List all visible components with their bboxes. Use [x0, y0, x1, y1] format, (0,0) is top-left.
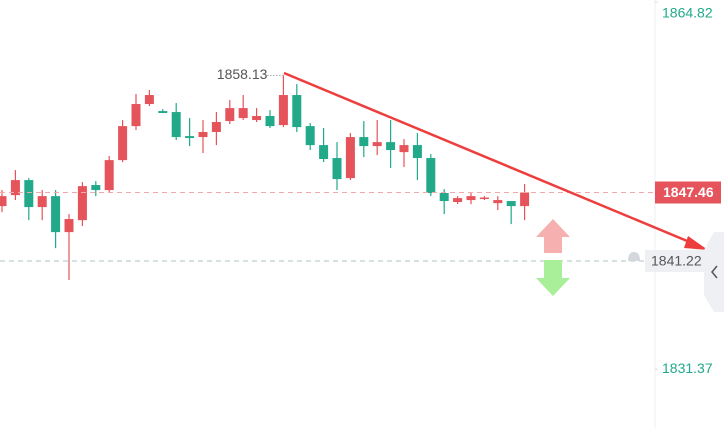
candle-body	[225, 108, 235, 122]
candle-body	[104, 160, 114, 191]
candle-body	[305, 126, 315, 146]
candle-body	[520, 192, 530, 207]
candle-body	[131, 104, 141, 127]
candle-body	[185, 136, 195, 139]
bell-icon[interactable]	[628, 252, 640, 261]
price-tag	[655, 181, 721, 204]
plot-area: 1864.82 1831.37 1841.22 1847.46 1858.13	[0, 1, 721, 376]
candle-body	[265, 115, 275, 127]
candle-body	[51, 196, 61, 233]
alert-label: 1841.22	[651, 253, 702, 269]
trend-line	[283, 71, 693, 245]
y-tick-label: 1864.82	[662, 5, 713, 21]
candle-body	[238, 108, 248, 119]
candle-body	[118, 126, 128, 161]
candle-body	[412, 145, 422, 159]
candle-body	[399, 145, 409, 153]
down-button[interactable]	[536, 260, 570, 296]
candle-body	[493, 200, 503, 204]
side-panel-toggle[interactable]	[704, 232, 724, 312]
candle-body	[332, 158, 342, 180]
candle-body	[64, 219, 74, 233]
alert-tag	[645, 249, 707, 272]
price-label: 1847.46	[663, 184, 714, 200]
high-annotation: 1858.13	[217, 66, 268, 82]
candle-body	[252, 115, 262, 121]
candle-body	[77, 186, 87, 221]
candle-body	[386, 142, 396, 151]
candle-body	[372, 142, 382, 147]
candle-body	[24, 180, 34, 208]
candle-body	[91, 185, 101, 191]
candle-body	[479, 197, 489, 200]
candle-body	[359, 137, 369, 147]
candle-body	[453, 198, 463, 203]
candle-body	[426, 158, 436, 194]
candle-body	[319, 145, 329, 160]
candle-body	[278, 95, 288, 126]
candle-body	[158, 111, 168, 114]
candle-body	[198, 132, 208, 138]
chevron-icon[interactable]	[711, 265, 718, 279]
candle-body	[10, 180, 20, 196]
y-tick-label: 1831.37	[662, 360, 713, 376]
candle-body	[439, 193, 449, 202]
trend-arrow	[684, 236, 708, 250]
candle-body	[466, 196, 476, 201]
candle-body	[0, 196, 7, 207]
candle-body	[506, 201, 516, 207]
candle-body	[292, 95, 302, 128]
candle-body	[37, 196, 47, 208]
candle-body	[211, 122, 221, 133]
candle-body	[345, 137, 355, 179]
up-button[interactable]	[536, 219, 570, 253]
candle-body	[144, 95, 154, 105]
candle-body	[171, 112, 181, 138]
